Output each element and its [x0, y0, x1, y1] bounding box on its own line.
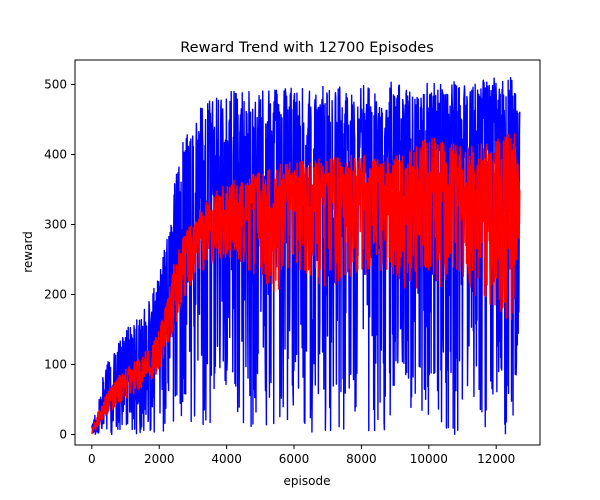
y-tick-label: 400 [44, 148, 67, 162]
y-axis: 0 100 200 300 400 500 [44, 78, 75, 442]
x-tick-label: 4000 [211, 452, 242, 466]
x-tick-label: 8000 [346, 452, 377, 466]
x-tick-label: 2000 [144, 452, 175, 466]
y-tick-label: 200 [44, 288, 67, 302]
series-2-line [91, 133, 521, 435]
y-tick-label: 100 [44, 358, 67, 372]
x-tick-label: 12000 [477, 452, 515, 466]
chart-title: Reward Trend with 12700 Episodes [180, 40, 434, 56]
y-axis-label: reward [21, 231, 35, 273]
x-tick-label: 10000 [410, 452, 448, 466]
y-tick-label: 300 [44, 218, 67, 232]
y-tick-label: 0 [59, 428, 67, 442]
x-axis-label: episode [284, 474, 331, 488]
axes-frame [74, 59, 541, 446]
plot-area [74, 59, 541, 446]
x-tick-label: 6000 [279, 452, 310, 466]
series-2 [91, 133, 521, 435]
y-tick-label: 500 [44, 78, 67, 92]
x-axis: 0 2000 4000 6000 8000 10000 12000 [88, 445, 515, 466]
series-layer [91, 77, 521, 436]
x-tick-label: 0 [88, 452, 96, 466]
